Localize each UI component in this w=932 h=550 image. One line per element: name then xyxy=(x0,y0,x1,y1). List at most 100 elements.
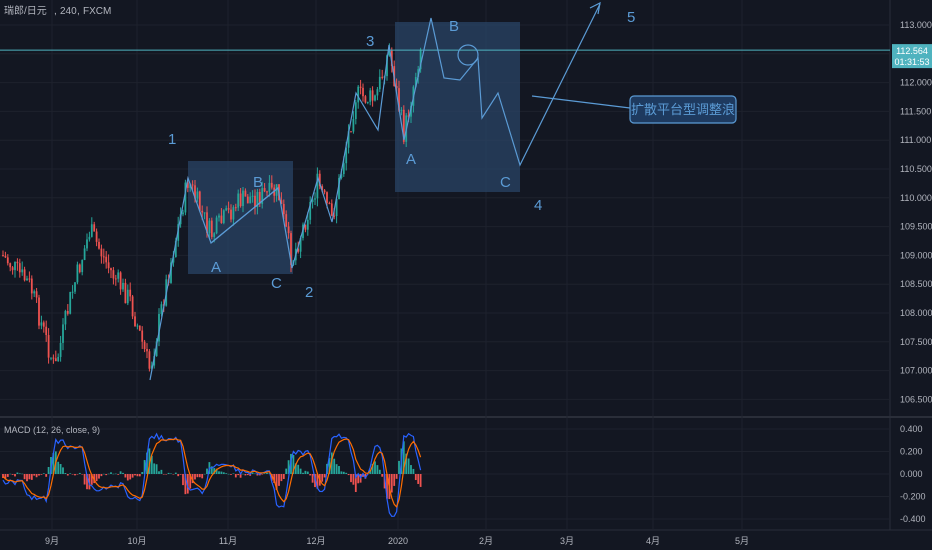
candle-body xyxy=(146,349,148,352)
candle-body xyxy=(186,182,189,188)
candle-body xyxy=(150,365,153,369)
candle-body xyxy=(26,278,28,281)
wave-label-3: 3 xyxy=(366,33,374,50)
candle-body xyxy=(230,209,232,220)
macd-bar xyxy=(386,474,388,499)
macd-bar xyxy=(218,471,220,474)
macd-tick-label: 0.400 xyxy=(900,424,923,434)
macd-bar xyxy=(417,474,420,484)
candle-body xyxy=(410,105,412,117)
price-tick-label: 110.500 xyxy=(900,164,932,174)
box-consolidation-1[interactable] xyxy=(188,161,293,274)
candle-body xyxy=(366,101,369,103)
time-tick-label: 4月 xyxy=(646,536,660,546)
candle-body xyxy=(40,322,43,326)
macd-bar xyxy=(9,473,12,475)
candle-body xyxy=(220,215,223,224)
macd-bar xyxy=(407,458,410,474)
macd-bar xyxy=(198,474,201,478)
header-sep-1: , xyxy=(54,6,57,17)
candle-body xyxy=(388,50,391,56)
macd-bar xyxy=(294,463,297,474)
ab-line-1[interactable] xyxy=(210,187,279,244)
candle-body xyxy=(170,262,172,283)
macd-bar xyxy=(6,474,9,477)
macd-bar xyxy=(160,469,163,474)
macd-bar xyxy=(131,474,134,478)
sub-label-a1: A xyxy=(211,259,221,276)
b-circle[interactable] xyxy=(457,44,479,66)
sub-label-b1: B xyxy=(253,174,263,191)
price-tick-label: 108.500 xyxy=(900,279,932,289)
macd-bar xyxy=(280,474,283,482)
current-price-value: 112.564 xyxy=(896,46,928,56)
macd-bar xyxy=(328,457,331,474)
macd-bar xyxy=(354,474,357,492)
macd-label[interactable]: MACD (12, 26, close, 9) xyxy=(4,425,100,435)
candle-body xyxy=(78,264,81,273)
candle-body xyxy=(328,202,331,204)
macd-bar xyxy=(136,474,139,477)
candle-body xyxy=(268,182,271,192)
candle-body xyxy=(71,291,74,293)
macd-bar xyxy=(100,474,103,477)
candle-body xyxy=(407,115,410,117)
candle-body xyxy=(275,184,278,196)
candle-body xyxy=(261,188,264,204)
time-axis[interactable]: 9月 10月 11月 12月 2020 2月 3月 4月 5月 xyxy=(45,536,749,546)
macd-bar xyxy=(110,472,112,474)
candle-body xyxy=(263,188,266,192)
macd-bar xyxy=(362,474,364,477)
macd-bar xyxy=(395,474,398,479)
macd-bar xyxy=(194,474,196,480)
candle-body xyxy=(88,236,91,240)
macd-bar xyxy=(186,474,189,494)
candle-body xyxy=(14,261,16,271)
time-tick-label: 11月 xyxy=(219,536,237,546)
macd-bar xyxy=(234,474,237,478)
header-symbol[interactable]: 瑞郎/日元 xyxy=(4,4,47,17)
macd-bar xyxy=(167,472,170,474)
macd-bar xyxy=(419,474,422,487)
candle-body xyxy=(419,49,422,70)
macd-bar xyxy=(256,474,259,476)
macd-bar xyxy=(52,453,55,474)
candle-body xyxy=(400,109,403,111)
macd-bar xyxy=(107,473,110,475)
price-axis[interactable] xyxy=(890,0,932,530)
countdown: 01:31:53 xyxy=(894,57,929,67)
macd-bar xyxy=(182,474,184,486)
macd-bar xyxy=(122,472,124,474)
candle-body xyxy=(357,86,360,103)
macd-bar xyxy=(338,466,340,474)
candle-body xyxy=(282,203,285,215)
macd-bar xyxy=(347,474,350,476)
macd-bar xyxy=(11,474,14,475)
macd-tick-label: 0.000 xyxy=(900,469,923,479)
macd-bar xyxy=(179,474,182,475)
macd-bar xyxy=(321,474,324,482)
candle-body xyxy=(45,326,48,336)
macd-bar xyxy=(14,474,16,477)
macd-bar xyxy=(177,474,180,477)
arrow-head-5[interactable] xyxy=(589,1,601,15)
callout-box[interactable] xyxy=(629,95,737,124)
candle-body xyxy=(414,77,417,87)
header-interval[interactable]: 240 xyxy=(60,6,77,17)
candle-body xyxy=(326,192,328,203)
macd-bar xyxy=(141,472,144,474)
macd-bar xyxy=(112,473,115,475)
macd-bar xyxy=(261,474,264,475)
macd-bar xyxy=(33,474,36,476)
macd-tick-label: -0.400 xyxy=(900,514,926,524)
callout-pointer[interactable] xyxy=(531,95,631,109)
macd-bar xyxy=(78,472,81,474)
candle-body xyxy=(119,272,122,290)
candle-body xyxy=(318,173,321,187)
candle-body xyxy=(371,90,374,101)
wave-drawings[interactable] xyxy=(149,1,631,381)
candle-body xyxy=(311,199,314,202)
macd-bar xyxy=(378,469,381,474)
